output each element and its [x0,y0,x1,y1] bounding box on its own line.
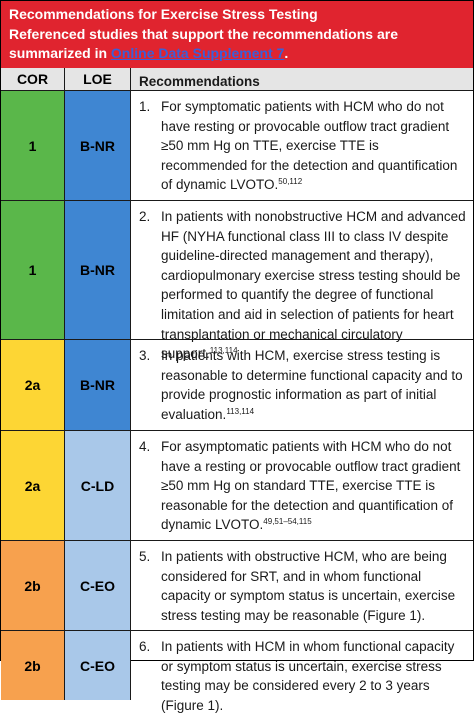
recommendation-number: 1. [139,99,151,114]
recommendation-number: 6. [139,639,151,654]
loe-cell: B-NR [65,91,131,201]
cor-cell: 1 [1,201,65,340]
reference-superscript: 49,51–54,115 [263,517,312,527]
recommendation-text: In patients with HCM in whom functional … [161,639,455,713]
recommendation-number: 3. [139,348,151,363]
column-header-loe: LOE [65,68,131,91]
online-data-supplement-link[interactable]: Online Data Supplement 7 [110,45,285,61]
recommendation-text: In patients with obstructive HCM, who ar… [161,549,456,623]
header-prefix: summarized in [9,45,111,61]
cor-cell: 2a [1,340,65,431]
loe-cell: C-LD [65,431,131,541]
header-suffix: . [284,45,289,61]
reference-superscript: 113,114 [226,406,255,416]
recommendation-cell: 4. For asymptomatic patients with HCM wh… [131,431,473,541]
table-header-banner: Recommendations for Exercise Stress Test… [1,1,473,68]
column-header-recommendations: Recommendations [131,68,473,91]
recommendation-cell: 1. For symptomatic patients with HCM who… [131,91,473,201]
header-title: Recommendations for Exercise Stress Test… [9,6,318,22]
recommendation-cell: 5. In patients with obstructive HCM, who… [131,541,473,631]
cor-cell: 2b [1,631,65,700]
reference-superscript: 50,112 [278,177,303,187]
recommendation-text: In patients with nonobstructive HCM and … [161,209,466,362]
cor-cell: 2b [1,541,65,631]
recommendation-text: For symptomatic patients with HCM who do… [161,99,458,193]
column-header-cor: COR [1,68,65,91]
recommendation-text: In patients with HCM, exercise stress te… [161,348,463,422]
header-subtitle-line: Referenced studies that support the reco… [9,25,398,42]
cor-cell: 1 [1,91,65,201]
recommendation-cell: 2. In patients with nonobstructive HCM a… [131,201,473,362]
cor-cell: 2a [1,431,65,541]
recommendation-number: 5. [139,549,151,564]
loe-cell: B-NR [65,340,131,431]
loe-cell: C-EO [65,541,131,631]
loe-cell: B-NR [65,201,131,340]
loe-cell: C-EO [65,631,131,700]
recommendation-cell: 6. In patients with HCM in whom function… [131,631,473,713]
recommendation-cell: 3. In patients with HCM, exercise stress… [131,340,473,431]
recommendation-text: For asymptomatic patients with HCM who d… [161,439,461,533]
recommendation-number: 4. [139,439,151,454]
recommendations-grid: COR LOE Recommendations 1 B-NR 1. For sy… [1,68,473,713]
recommendation-number: 2. [139,209,151,224]
reference-superscript: 113,114 [209,346,238,356]
header-subtitle-line-2: summarized in Online Data Supplement 7. [9,44,465,64]
